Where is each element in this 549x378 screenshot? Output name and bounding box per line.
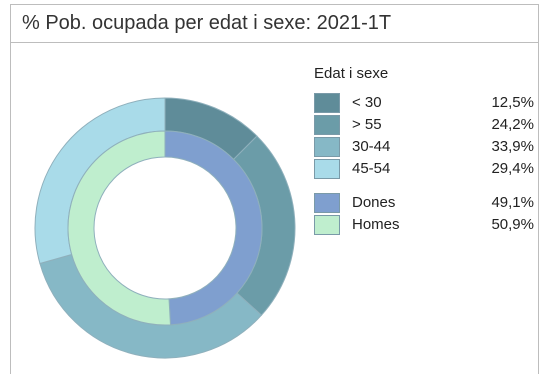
legend-swatch-under-30	[314, 93, 340, 113]
legend-value-dones: 49,1%	[491, 194, 534, 211]
inner-slice-dones	[164, 130, 263, 326]
legend-swatch-dones	[314, 193, 340, 213]
legend-label-45-54: 45-54	[352, 160, 391, 177]
legend-value-45-54: 29,4%	[491, 160, 534, 177]
legend-value-30-44: 33,9%	[491, 138, 534, 155]
legend-title: Edat i sexe	[314, 65, 389, 82]
inner-ring	[67, 130, 263, 326]
legend-value-under-30: 12,5%	[491, 94, 534, 111]
legend-item-45-54: 45-54 29,4%	[308, 159, 534, 179]
legend-label-over-55: > 55	[352, 116, 382, 133]
title-bar: % Pob. ocupada per edat i sexe: 2021-1T	[11, 5, 538, 43]
legend-item-over-55: > 55 24,2%	[308, 115, 534, 135]
legend-label-dones: Dones	[352, 194, 396, 211]
legend-swatch-45-54	[314, 159, 340, 179]
legend-label-under-30: < 30	[352, 94, 382, 111]
chart-panel: % Pob. ocupada per edat i sexe: 2021-1T …	[10, 4, 539, 374]
legend-swatch-homes	[314, 215, 340, 235]
legend-value-homes: 50,9%	[491, 216, 534, 233]
legend-label-homes: Homes	[352, 216, 400, 233]
donut-chart	[34, 97, 296, 359]
outer-ring	[34, 97, 296, 359]
legend-value-over-55: 24,2%	[491, 116, 534, 133]
legend-item-30-44: 30-44 33,9%	[308, 137, 534, 157]
legend-swatch-over-55	[314, 115, 340, 135]
legend-item-under-30: < 30 12,5%	[308, 93, 534, 113]
legend-item-dones: Dones 49,1%	[308, 193, 534, 213]
legend-swatch-30-44	[314, 137, 340, 157]
legend-label-30-44: 30-44	[352, 138, 391, 155]
inner-slice-homes	[67, 130, 172, 326]
chart-title: % Pob. ocupada per edat i sexe: 2021-1T	[22, 12, 392, 34]
legend-item-homes: Homes 50,9%	[308, 215, 534, 235]
